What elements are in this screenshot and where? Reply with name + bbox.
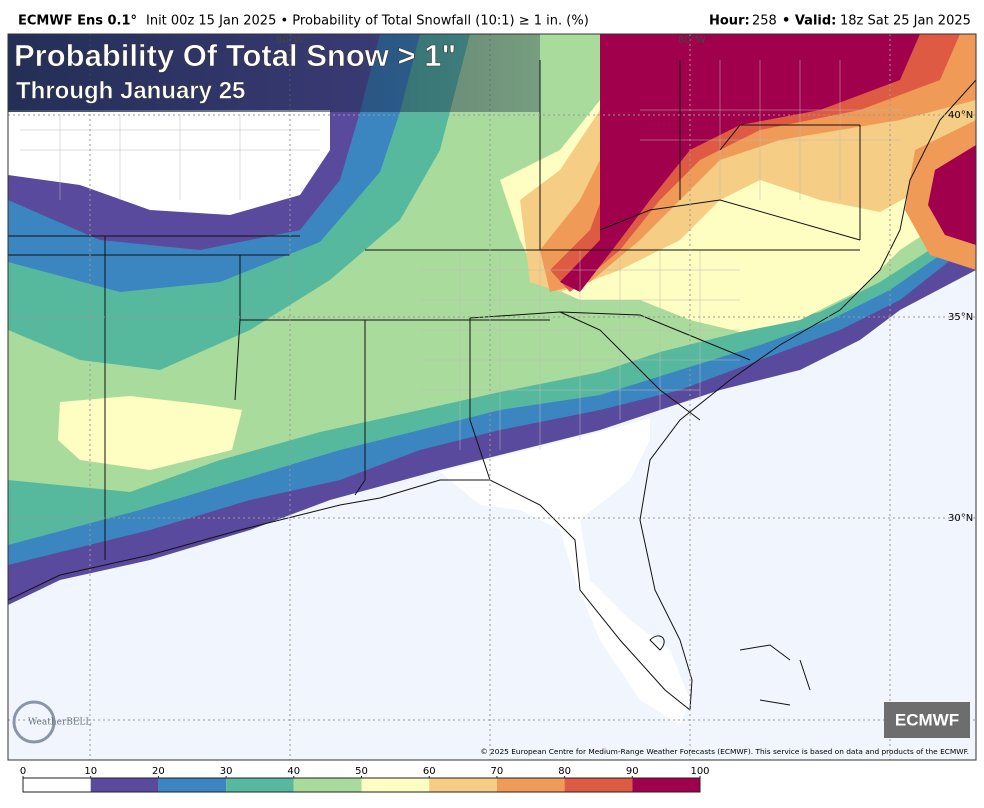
logo-text: WeatherBELL (28, 718, 91, 728)
logo-mark (12, 700, 56, 744)
overlay-title: Probability Of Total Snow > 1" (14, 38, 456, 73)
colorbar-tick-label: 50 (355, 766, 368, 777)
map-frame (7, 33, 977, 761)
colorbar-tick-label: 0 (20, 766, 26, 777)
colorbar: 0 10 20 30 40 50 60 70 80 90 100 (20, 766, 710, 793)
islands (649, 635, 811, 706)
colorbar-tick-label: 40 (287, 766, 300, 777)
colorbar-tick-label: 10 (84, 766, 97, 777)
colorbar-tick-label: 20 (152, 766, 165, 777)
badge-box (884, 702, 970, 738)
lat-label: 40°N (948, 110, 973, 121)
title-overlay (8, 34, 540, 112)
valid-time: 18z Sat 25 Jan 2025 (840, 14, 971, 29)
colorbar-segment (293, 778, 362, 792)
band-90 (560, 34, 920, 292)
lon-label: 80°W (678, 35, 706, 46)
colorbar-segment (226, 778, 294, 792)
colorbar-segment (158, 778, 227, 792)
lon-label: 90°W (276, 35, 304, 46)
header-description: Init 00z 15 Jan 2025 • Probability of To… (146, 14, 589, 29)
colorbar-tick-label: 30 (220, 766, 233, 777)
hour-label: Hour: (709, 14, 750, 29)
colorbar-tick-label: 90 (626, 766, 639, 777)
county-lines (20, 60, 900, 450)
colorbar-segment (632, 778, 700, 792)
model-name: ECMWF Ens 0.1° (18, 14, 137, 29)
state-borders (8, 60, 976, 711)
colorbar-segment (361, 778, 430, 792)
valid-label: • Valid: (782, 14, 836, 29)
colorbar-segment (564, 778, 633, 792)
colorbar-segment (496, 778, 565, 792)
band-50 (58, 396, 242, 470)
overlay-subtitle: Through January 25 (16, 77, 245, 104)
colorbar-tick-label: 70 (491, 766, 504, 777)
colorbar-segment (90, 778, 159, 792)
lat-label: 35°N (948, 312, 973, 323)
colorbar-segment (23, 778, 91, 792)
badge: ECMWF (895, 710, 959, 729)
colorbar-tick-label: 80 (558, 766, 571, 777)
lat-label: 30°N (948, 513, 973, 524)
hour: 258 (752, 14, 777, 29)
copyright: © 2025 European Centre for Medium-Range … (480, 747, 969, 756)
colorbar-tick-label: 60 (423, 766, 436, 777)
band-90 (928, 145, 976, 245)
band-0 (8, 110, 330, 215)
colorbar-segment (429, 778, 497, 792)
colorbar-tick-label: 100 (690, 766, 709, 777)
map: Probability Of Total Snow > 1" Through J… (8, 34, 976, 760)
